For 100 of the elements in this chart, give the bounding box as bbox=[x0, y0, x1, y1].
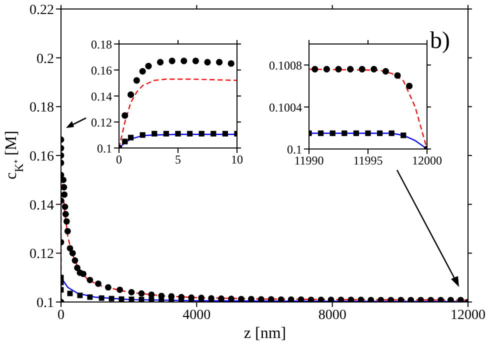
x-tick-label: 0 bbox=[116, 152, 122, 167]
point bbox=[86, 276, 94, 284]
x-tick-label: 10 bbox=[231, 152, 243, 167]
point bbox=[378, 296, 384, 302]
point bbox=[347, 66, 354, 72]
point bbox=[98, 295, 104, 301]
x-axis-title: z [nm] bbox=[244, 325, 286, 342]
point bbox=[175, 130, 181, 137]
point bbox=[61, 184, 68, 190]
point bbox=[335, 66, 342, 72]
point bbox=[87, 294, 93, 300]
y-tick-label: 0.1 bbox=[287, 142, 302, 156]
point bbox=[258, 296, 264, 302]
point bbox=[74, 264, 80, 272]
point bbox=[128, 91, 134, 98]
x-tick-label: 11990 bbox=[294, 154, 324, 168]
point bbox=[228, 296, 234, 302]
point bbox=[63, 218, 70, 225]
point bbox=[365, 130, 371, 136]
x-tick-label: 4000 bbox=[182, 308, 211, 323]
point bbox=[400, 132, 406, 138]
point bbox=[140, 132, 146, 138]
point bbox=[318, 130, 324, 136]
x-tick-label: 0 bbox=[58, 308, 64, 323]
point bbox=[66, 245, 74, 252]
point bbox=[163, 130, 170, 137]
point bbox=[122, 112, 128, 119]
y-tick-label: 0.14 bbox=[91, 89, 112, 104]
point bbox=[342, 130, 348, 136]
point bbox=[328, 296, 334, 302]
point bbox=[376, 130, 383, 136]
point bbox=[368, 296, 374, 302]
point bbox=[64, 228, 71, 234]
point bbox=[61, 176, 67, 184]
point bbox=[95, 280, 102, 287]
point bbox=[168, 298, 174, 302]
point bbox=[128, 289, 135, 296]
point bbox=[323, 66, 330, 72]
point bbox=[128, 134, 134, 140]
y-tick-label: 0.2 bbox=[36, 52, 54, 67]
y-tick-label: 0.1008 bbox=[269, 58, 302, 72]
point bbox=[228, 60, 234, 67]
x-tick-label: 12000 bbox=[412, 154, 442, 168]
y-tick-label: 0.1 bbox=[97, 141, 112, 156]
y-tick-label: 0.1 bbox=[36, 296, 54, 311]
y-tick-label: 0.1004 bbox=[269, 100, 302, 114]
point bbox=[438, 296, 444, 302]
point bbox=[406, 82, 413, 90]
annotation: b) bbox=[430, 28, 450, 54]
point bbox=[338, 296, 344, 302]
point bbox=[139, 68, 146, 75]
point bbox=[312, 66, 318, 72]
y-tick-label: 0.22 bbox=[30, 2, 54, 18]
point bbox=[353, 130, 360, 136]
point bbox=[148, 297, 154, 302]
point bbox=[80, 270, 86, 278]
point bbox=[388, 296, 394, 302]
point bbox=[298, 296, 304, 302]
point bbox=[428, 296, 434, 302]
point bbox=[158, 297, 164, 302]
point bbox=[222, 130, 228, 137]
point bbox=[394, 72, 401, 79]
point bbox=[318, 296, 324, 302]
point bbox=[105, 284, 112, 291]
y-tick-label: 0.16 bbox=[30, 149, 54, 164]
point bbox=[408, 296, 414, 302]
point bbox=[358, 296, 364, 302]
point bbox=[457, 296, 464, 302]
point bbox=[186, 130, 193, 137]
point bbox=[168, 58, 176, 64]
point bbox=[418, 296, 424, 302]
point bbox=[210, 130, 216, 137]
point bbox=[128, 296, 134, 302]
point bbox=[268, 296, 274, 302]
point bbox=[330, 130, 336, 136]
x-tick-label: 11995 bbox=[353, 154, 383, 168]
point bbox=[288, 296, 294, 302]
point bbox=[238, 296, 244, 302]
point bbox=[398, 296, 404, 302]
point bbox=[204, 58, 211, 66]
point bbox=[62, 204, 68, 210]
y-tick-label: 0.14 bbox=[30, 198, 54, 214]
point bbox=[69, 250, 76, 256]
point bbox=[77, 292, 83, 298]
point bbox=[72, 257, 78, 264]
point bbox=[67, 290, 73, 296]
point bbox=[248, 296, 254, 302]
y-tick-label: 0.18 bbox=[91, 37, 112, 52]
x-tick-label: 5 bbox=[175, 152, 181, 167]
point bbox=[118, 296, 124, 302]
point bbox=[370, 66, 378, 72]
y-tick-label: 0.16 bbox=[91, 63, 112, 78]
point bbox=[122, 138, 128, 144]
point bbox=[278, 296, 284, 302]
point bbox=[308, 296, 314, 302]
point bbox=[108, 296, 114, 302]
point bbox=[180, 58, 188, 64]
point bbox=[61, 191, 68, 198]
point bbox=[148, 291, 155, 298]
point bbox=[192, 58, 199, 64]
